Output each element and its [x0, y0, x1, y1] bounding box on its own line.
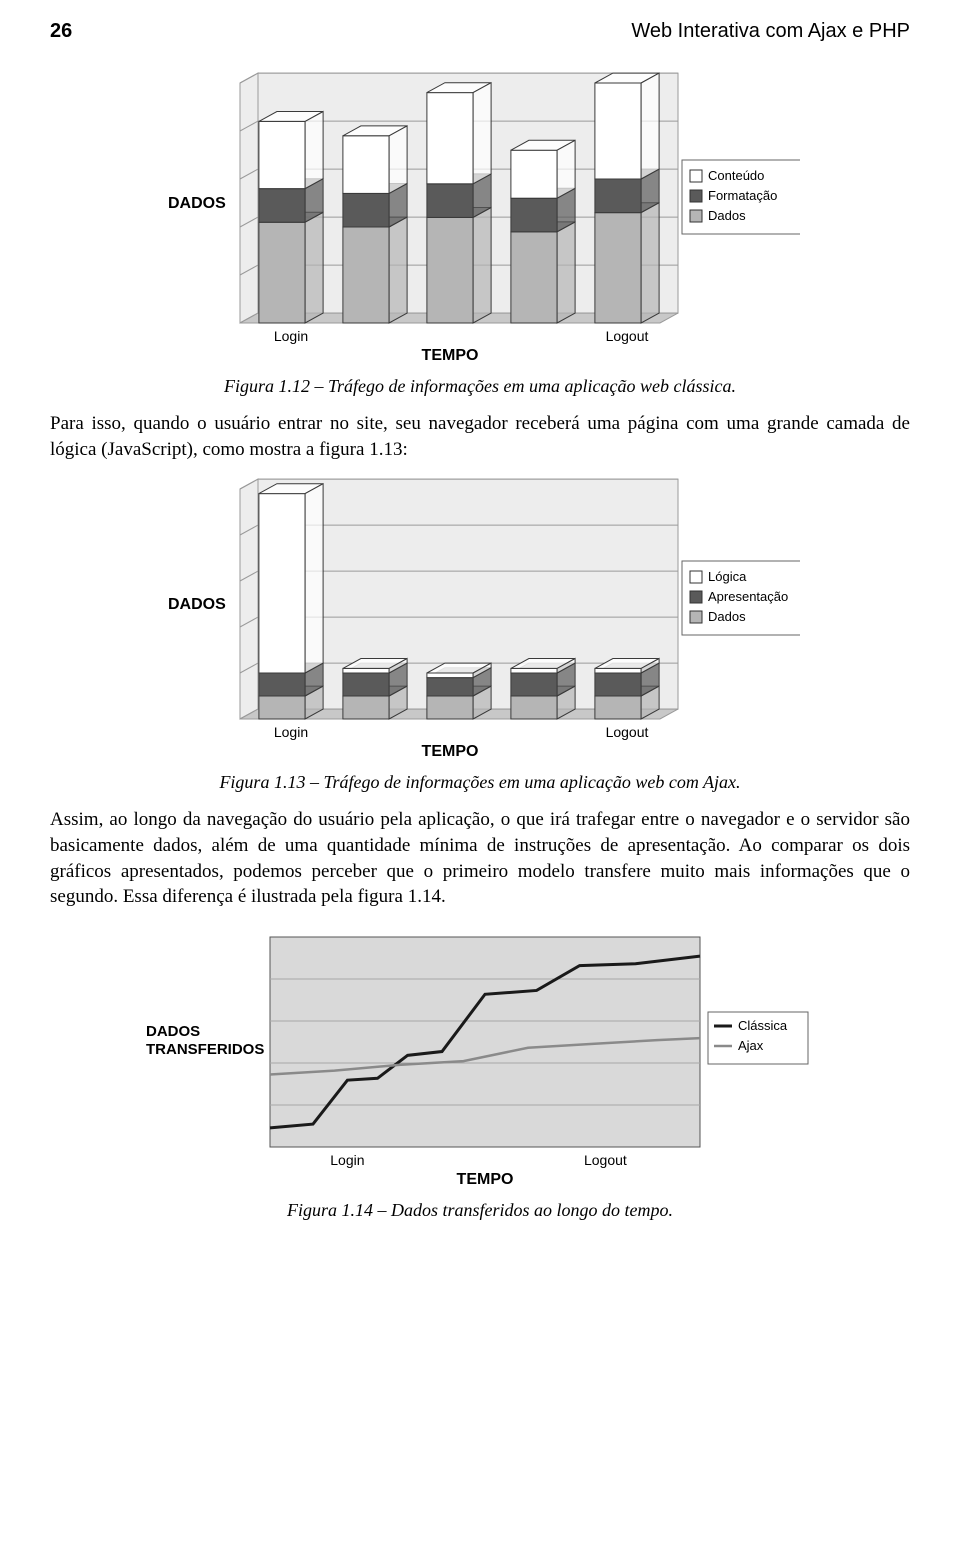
svg-text:Login: Login	[274, 724, 308, 740]
svg-text:TRANSFERIDOS: TRANSFERIDOS	[146, 1041, 264, 1058]
svg-text:Dados: Dados	[708, 208, 746, 223]
svg-text:DADOS: DADOS	[168, 195, 226, 212]
svg-text:Login: Login	[274, 328, 308, 344]
svg-text:TEMPO: TEMPO	[422, 347, 479, 364]
svg-text:Logout: Logout	[606, 724, 649, 740]
chart-2: Login Logout DADOS TEMPO Lógica Apresentação D…	[160, 474, 800, 764]
svg-text:Apresentação: Apresentação	[708, 589, 788, 604]
svg-text:DADOS: DADOS	[146, 1023, 200, 1040]
chart-3-caption: Figura 1.14 – Dados transferidos ao long…	[50, 1200, 910, 1221]
svg-text:Ajax: Ajax	[738, 1038, 764, 1053]
svg-text:TEMPO: TEMPO	[457, 1171, 514, 1188]
svg-text:Lógica: Lógica	[708, 569, 747, 584]
chart-1: Login Logout DADOS TEMPO Conteúdo Formatação D…	[160, 68, 800, 368]
chart-3-container: Login Logout TEMPO DADOSTRANSFERIDOS Clássic…	[50, 922, 910, 1192]
svg-text:DADOS: DADOS	[168, 596, 226, 613]
paragraph-2: Assim, ao longo da navegação do usuário …	[50, 807, 910, 910]
paragraph-1: Para isso, quando o usuário entrar no si…	[50, 411, 910, 462]
page-number: 26	[50, 20, 72, 43]
svg-text:Login: Login	[330, 1152, 364, 1168]
chart-2-caption: Figura 1.13 – Tráfego de informações em …	[50, 772, 910, 793]
svg-text:Logout: Logout	[606, 328, 649, 344]
svg-text:Conteúdo: Conteúdo	[708, 168, 764, 183]
svg-text:Dados: Dados	[708, 609, 746, 624]
svg-text:Logout: Logout	[584, 1152, 627, 1168]
chart-1-caption: Figura 1.12 – Tráfego de informações em …	[50, 376, 910, 397]
chart-1-container: Login Logout DADOS TEMPO Conteúdo Formatação D…	[50, 68, 910, 368]
svg-text:Formatação: Formatação	[708, 188, 777, 203]
chart-2-container: Login Logout DADOS TEMPO Lógica Apresentação D…	[50, 474, 910, 764]
svg-text:TEMPO: TEMPO	[422, 743, 479, 760]
page-header: 26 Web Interativa com Ajax e PHP	[50, 20, 910, 43]
book-title: Web Interativa com Ajax e PHP	[631, 20, 910, 43]
chart-3: Login Logout TEMPO DADOSTRANSFERIDOS Clássic…	[140, 922, 820, 1192]
svg-text:Clássica: Clássica	[738, 1018, 788, 1033]
